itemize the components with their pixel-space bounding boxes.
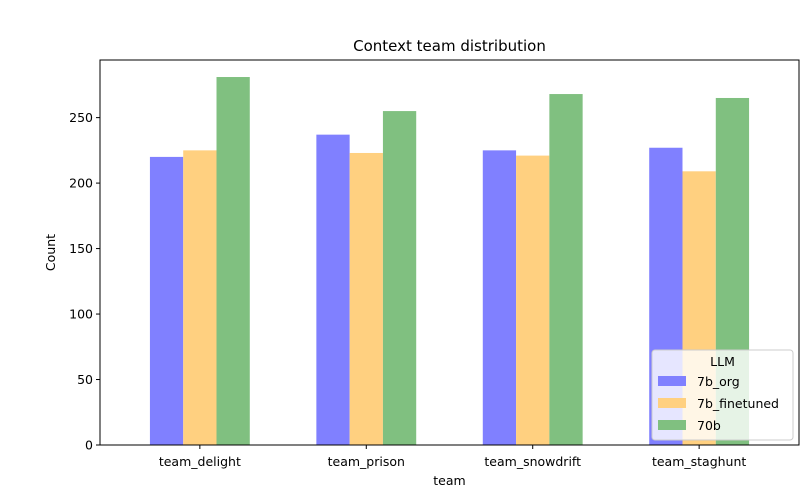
legend-title: LLM	[710, 354, 735, 369]
y-tick-label: 0	[85, 438, 93, 453]
y-axis-title: Count	[43, 234, 58, 271]
x-axis: team_delight team_prison team_snowdrift tea…	[159, 445, 746, 469]
y-tick-label: 150	[69, 241, 93, 256]
bar-7b_finetuned-team_prison	[349, 152, 383, 445]
y-tick-label: 100	[69, 307, 93, 322]
bar-70b-team_delight	[216, 77, 250, 446]
x-tick-label: team_snowdrift	[484, 454, 581, 469]
x-axis-title: team	[433, 473, 465, 488]
y-tick-label: 200	[69, 176, 93, 191]
x-tick-label: team_staghunt	[652, 454, 746, 469]
legend-swatch-70b	[658, 420, 686, 430]
bar-7b_org-team_snowdrift	[482, 150, 517, 445]
plot-frame	[99, 59, 800, 446]
x-tick-label: team_prison	[328, 454, 405, 469]
x-tick-label: team_delight	[159, 454, 241, 469]
bar-7b_org-team_delight	[149, 156, 184, 445]
y-tick-label: 50	[77, 372, 93, 387]
legend-box	[651, 349, 794, 441]
bar-7b_finetuned-team_delight	[183, 150, 217, 445]
y-axis: 0 50 100 150 200 250	[69, 110, 100, 453]
legend-swatch-7b_finetuned	[658, 398, 686, 408]
legend: LLM 7b_org 7b_finetuned 70b	[651, 349, 794, 441]
legend-items: 7b_org 7b_finetuned 70b	[658, 374, 779, 433]
bar-70b-team_prison	[382, 111, 417, 446]
legend-label-70b: 70b	[697, 418, 721, 433]
legend-label-7b_finetuned: 7b_finetuned	[697, 396, 779, 411]
legend-swatch-7b_org	[658, 376, 686, 386]
chart-title: Context team distribution	[353, 37, 546, 55]
bar-7b_org-team_prison	[316, 134, 350, 445]
bar-70b-team_snowdrift	[549, 94, 583, 446]
legend-label-7b_org: 7b_org	[697, 374, 740, 389]
bar-7b_finetuned-team_snowdrift	[516, 155, 550, 445]
y-tick-label: 250	[69, 110, 93, 125]
